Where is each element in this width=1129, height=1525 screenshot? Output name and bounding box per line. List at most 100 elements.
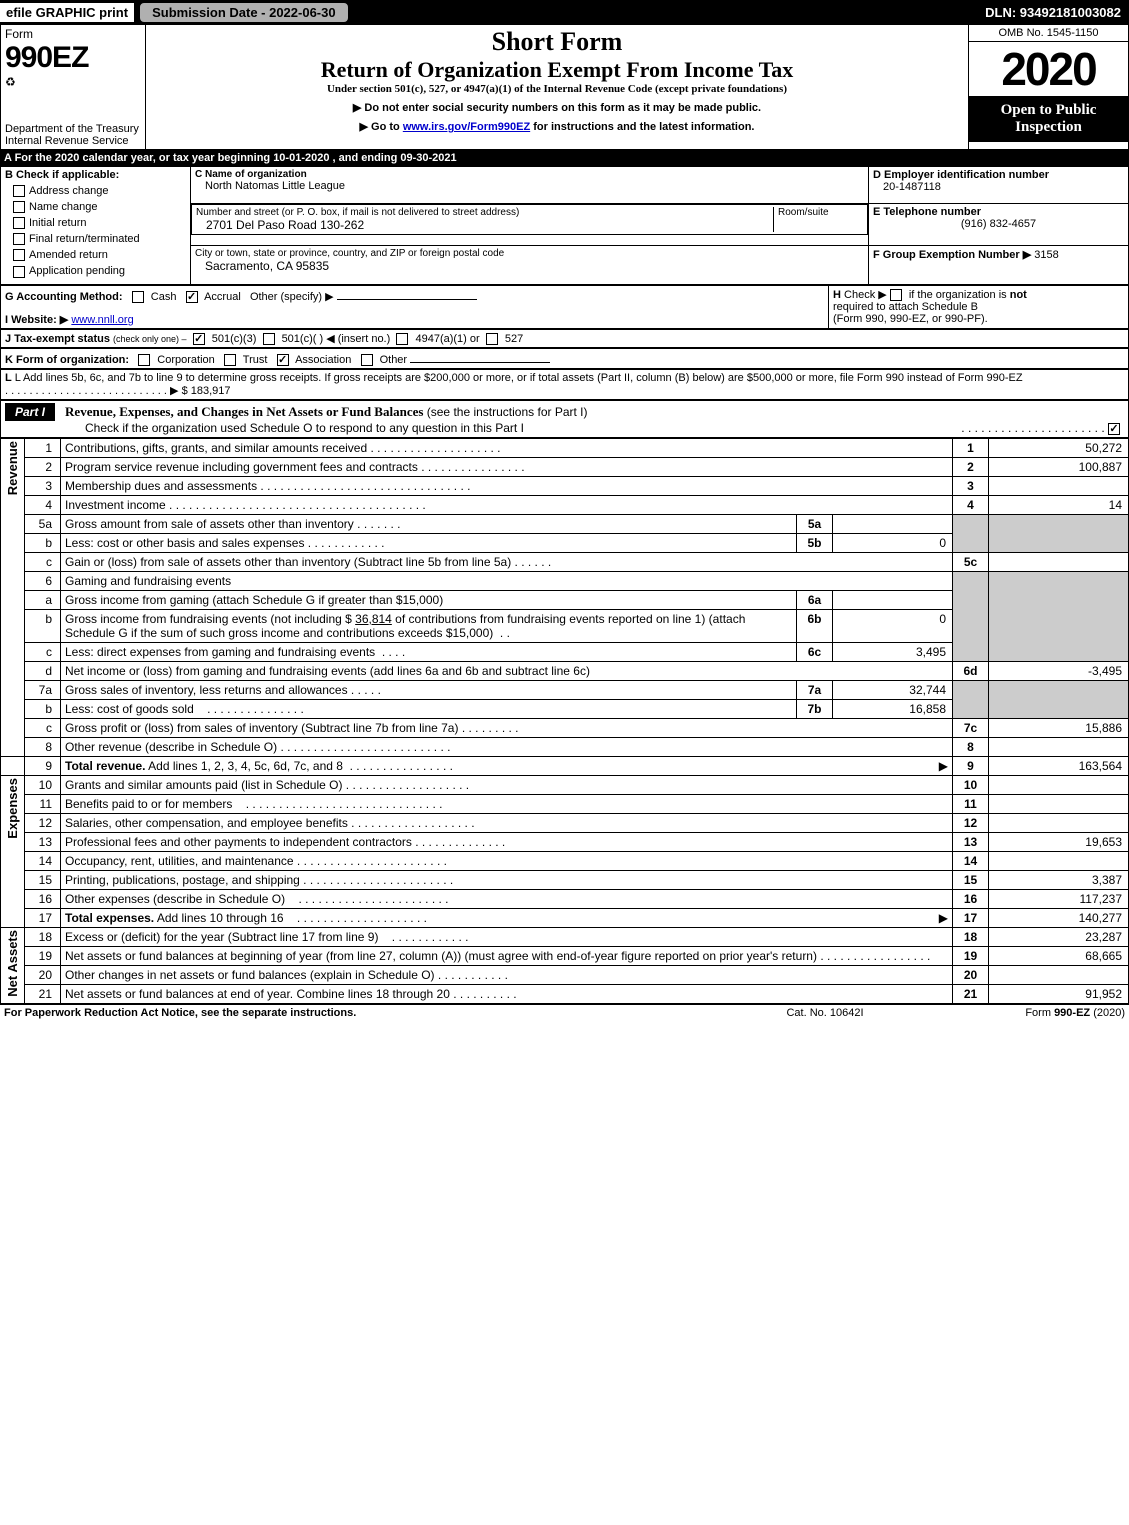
line7c-amt: 15,886 [989,718,1129,737]
check-accrual[interactable] [186,291,198,303]
other-org-input[interactable] [410,351,550,363]
line3-amt [989,476,1129,495]
gray-cell [989,680,1129,718]
h-checkbox[interactable] [890,289,902,301]
check-501c3[interactable] [193,333,205,345]
line6b-mamt: 0 [833,609,953,642]
check-address-change[interactable]: Address change [13,185,186,197]
line15-box: 15 [953,870,989,889]
line16-amt: 117,237 [989,889,1129,908]
line20-box: 20 [953,965,989,984]
recycle-icon: ♻ [5,75,141,89]
line-num: 20 [25,965,61,984]
check-527[interactable] [486,333,498,345]
check-final-return[interactable]: Final return/terminated [13,233,186,245]
line4-amt: 14 [989,495,1129,514]
line-num: b [25,699,61,718]
line9-amt: 163,564 [989,756,1129,775]
line7c-box: 7c [953,718,989,737]
irs-label: Internal Revenue Service [5,135,141,147]
line10-amt [989,775,1129,794]
open-to-public: Open to Public Inspection [969,96,1128,142]
trust-label: Trust [243,354,268,366]
check-trust[interactable] [224,354,236,366]
line6d-text: Net income or (loss) from gaming and fun… [65,664,590,678]
line14-box: 14 [953,851,989,870]
line-num: 19 [25,946,61,965]
line-num: 18 [25,927,61,946]
insert-no-label: ◀ (insert no.) [326,333,390,345]
line15-amt: 3,387 [989,870,1129,889]
line18-box: 18 [953,927,989,946]
line6a-mamt [833,590,953,609]
line17-bold: Total expenses. [65,911,154,925]
line12-amt [989,813,1129,832]
line2-amt: 100,887 [989,457,1129,476]
part1-lines: Revenue 1 Contributions, gifts, grants, … [0,438,1129,1004]
part1-sub: (see the instructions for Part I) [427,405,588,419]
line11-box: 11 [953,794,989,813]
street-label: Number and street (or P. O. box, if mail… [196,207,773,218]
form-word: Form [5,27,141,41]
street-value: 2701 Del Paso Road 130-262 [196,218,773,232]
check-label: Initial return [29,217,86,229]
line-num: b [25,609,61,642]
check-4947[interactable] [396,333,408,345]
b-check-label: B Check if applicable: [5,169,186,181]
check-other-org[interactable] [361,354,373,366]
org-name: North Natomas Little League [195,180,864,192]
check-corporation[interactable] [138,354,150,366]
cat-no: Cat. No. 10642I [725,1007,925,1019]
check-initial-return[interactable]: Initial return [13,217,186,229]
h-text2: required to attach Schedule B [833,301,978,313]
line-num: 14 [25,851,61,870]
check-application-pending[interactable]: Application pending [13,265,186,277]
line-num: 16 [25,889,61,908]
line-num: 13 [25,832,61,851]
line5a-mamt [833,514,953,533]
check-cash[interactable] [132,291,144,303]
revenue-vert-label: Revenue [1,438,25,756]
l-text: L Add lines 5b, 6c, and 7b to line 9 to … [15,372,1023,384]
line-num: 4 [25,495,61,514]
efile-print-label[interactable]: efile GRAPHIC print [0,3,134,22]
line-num: 8 [25,737,61,756]
c-name-label: C Name of organization [195,169,864,180]
corporation-label: Corporation [157,354,214,366]
check-association[interactable] [277,354,289,366]
line7b-mbox: 7b [797,699,833,718]
line7a-mbox: 7a [797,680,833,699]
j-row: J Tax-exempt status (check only one) ‒ 5… [0,329,1129,348]
line5c-box: 5c [953,552,989,571]
line12-text: Salaries, other compensation, and employ… [65,816,348,830]
line2-box: 2 [953,457,989,476]
website-link[interactable]: www.nnll.org [71,314,133,326]
part1-schedule-o-check[interactable] [1108,423,1120,435]
check-501c[interactable] [263,333,275,345]
j-label: J Tax-exempt status [5,333,110,345]
line-num: 17 [25,908,61,927]
check-label: Application pending [29,265,125,277]
other-specify-input[interactable] [337,288,477,300]
line21-amt: 91,952 [989,984,1129,1003]
department-label: Department of the Treasury [5,123,141,135]
check-name-change[interactable]: Name change [13,201,186,213]
irs-link[interactable]: www.irs.gov/Form990EZ [403,121,530,133]
check-label: Name change [29,201,98,213]
donot-line: ▶ Do not enter social security numbers o… [150,101,964,114]
check-amended-return[interactable]: Amended return [13,249,186,261]
d-ein-label: D Employer identification number [873,169,1124,181]
paperwork-notice: For Paperwork Reduction Act Notice, see … [4,1007,725,1019]
h-check-pre: Check ▶ [844,289,890,301]
501c-label: 501(c)( ) [282,333,324,345]
line5a-mbox: 5a [797,514,833,533]
room-suite-label: Room/suite [773,207,863,232]
line17-box: 17 [953,908,989,927]
line-num: 10 [25,775,61,794]
check-label: Address change [29,185,109,197]
line13-amt: 19,653 [989,832,1129,851]
line4-text: Investment income [65,498,166,512]
line6b-pre: Gross income from fundraising events (no… [65,612,355,626]
goto-post: for instructions and the latest informat… [530,121,754,133]
gh-row: G Accounting Method: Cash Accrual Other … [0,285,1129,329]
